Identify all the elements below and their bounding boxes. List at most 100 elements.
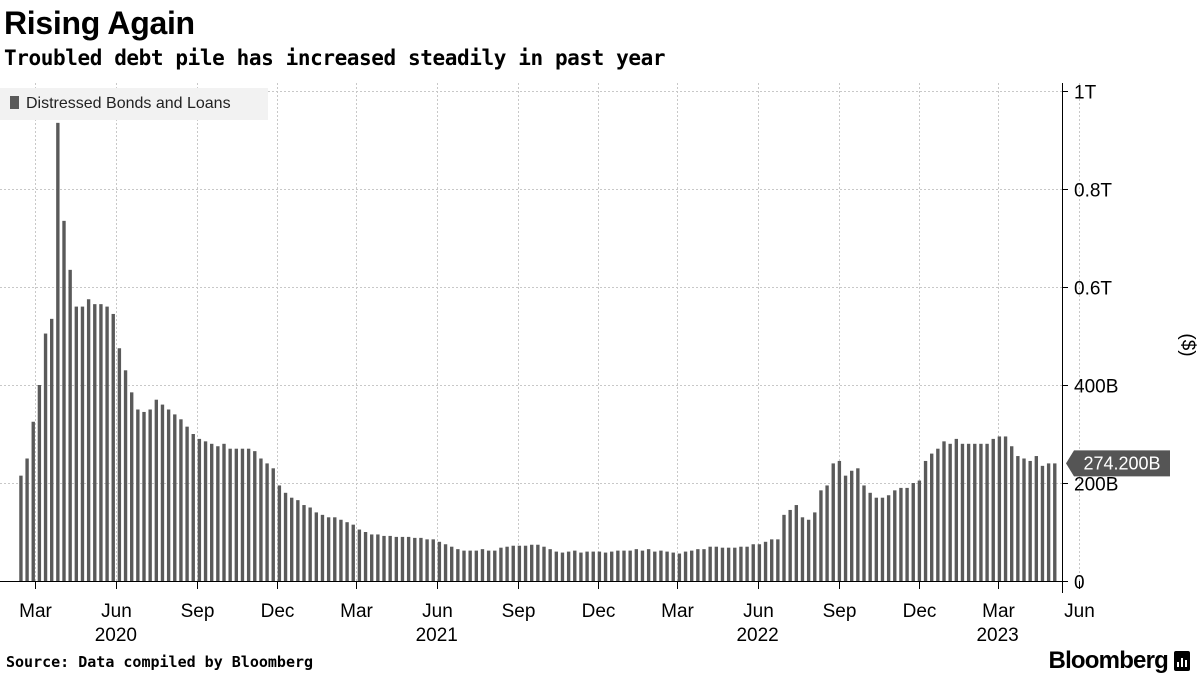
bar xyxy=(191,434,195,581)
bar xyxy=(554,551,559,581)
bar xyxy=(923,460,928,581)
bar-layer xyxy=(19,122,1057,581)
bar xyxy=(782,514,786,581)
bar xyxy=(979,443,983,581)
bar xyxy=(320,514,325,581)
bar xyxy=(665,551,669,581)
x-tick-label: Jun xyxy=(422,601,453,622)
bar xyxy=(813,512,817,581)
bar xyxy=(825,485,829,581)
bar xyxy=(573,550,577,581)
y-tick-label: 400B xyxy=(1074,377,1118,398)
bar xyxy=(148,409,152,581)
bar xyxy=(603,552,608,581)
bar xyxy=(19,475,23,581)
bar xyxy=(388,535,392,581)
bar xyxy=(154,399,159,581)
bar xyxy=(450,546,454,581)
bar xyxy=(86,299,91,581)
bar xyxy=(720,547,725,581)
x-tick-label: Jun xyxy=(1064,601,1095,622)
bar xyxy=(93,304,97,581)
year-label: 2021 xyxy=(416,625,458,646)
bar xyxy=(74,306,79,581)
bar xyxy=(893,490,897,581)
bar xyxy=(911,483,915,581)
bar xyxy=(240,448,245,581)
bar xyxy=(111,313,115,581)
bar xyxy=(499,547,503,581)
bar xyxy=(437,541,442,581)
bar xyxy=(702,549,706,581)
bar xyxy=(216,446,220,581)
legend-label: Distressed Bonds and Loans xyxy=(26,95,231,112)
bar xyxy=(585,551,589,581)
bar xyxy=(1053,463,1057,581)
bar xyxy=(493,550,497,581)
bar xyxy=(339,519,343,581)
bar xyxy=(308,507,312,581)
bar xyxy=(739,546,743,581)
legend: Distressed Bonds and Loans xyxy=(0,88,268,120)
bar xyxy=(973,443,977,581)
bar xyxy=(560,552,565,581)
bar xyxy=(880,497,885,581)
y-tick-label: 0.6T xyxy=(1074,279,1112,300)
bar xyxy=(1040,465,1045,581)
bar xyxy=(474,550,479,581)
bar xyxy=(850,470,854,581)
bar xyxy=(634,549,639,581)
bar xyxy=(25,458,29,581)
bar xyxy=(806,519,811,581)
bar xyxy=(714,546,719,581)
bar xyxy=(579,552,583,581)
bar xyxy=(597,551,602,581)
bar xyxy=(954,438,959,581)
bar xyxy=(117,348,122,581)
x-tick-label: Dec xyxy=(582,601,616,622)
bar xyxy=(726,547,731,581)
bar xyxy=(357,529,362,581)
year-label: 2022 xyxy=(736,625,778,646)
bar xyxy=(831,463,835,581)
bar xyxy=(486,550,491,581)
grid-layer xyxy=(0,83,1080,581)
chart-subtitle: Troubled debt pile has increased steadil… xyxy=(4,46,666,70)
bar xyxy=(283,492,288,581)
bar xyxy=(640,550,645,581)
y-tick-label: 1T xyxy=(1074,83,1097,104)
bar xyxy=(800,517,805,581)
bar xyxy=(819,490,823,581)
bar xyxy=(142,411,146,581)
bar xyxy=(1022,458,1026,581)
bar xyxy=(456,549,460,581)
bar xyxy=(406,536,411,581)
y-axis-title: ($) xyxy=(1177,333,1198,356)
bar xyxy=(265,463,269,581)
bar xyxy=(659,550,663,581)
bar xyxy=(351,524,355,581)
bar xyxy=(917,480,922,581)
bar xyxy=(856,468,860,581)
bar xyxy=(751,544,755,581)
last-value-callout-shape xyxy=(1066,450,1170,477)
bar xyxy=(443,544,448,581)
x-tick-label: Jun xyxy=(743,601,774,622)
bar xyxy=(770,539,774,581)
bar xyxy=(862,485,866,581)
bar xyxy=(548,549,552,581)
bar xyxy=(130,392,134,581)
last-value-label: 274.200B xyxy=(1083,453,1160,473)
bar xyxy=(333,517,337,581)
bar xyxy=(345,522,349,581)
bar xyxy=(1046,463,1051,581)
x-tick-label: Mar xyxy=(340,601,373,622)
bar xyxy=(530,544,534,581)
bar xyxy=(653,551,657,581)
bar xyxy=(425,539,429,581)
bar xyxy=(400,536,405,581)
bar xyxy=(622,550,626,581)
bar xyxy=(173,414,177,581)
bar xyxy=(1010,446,1014,581)
